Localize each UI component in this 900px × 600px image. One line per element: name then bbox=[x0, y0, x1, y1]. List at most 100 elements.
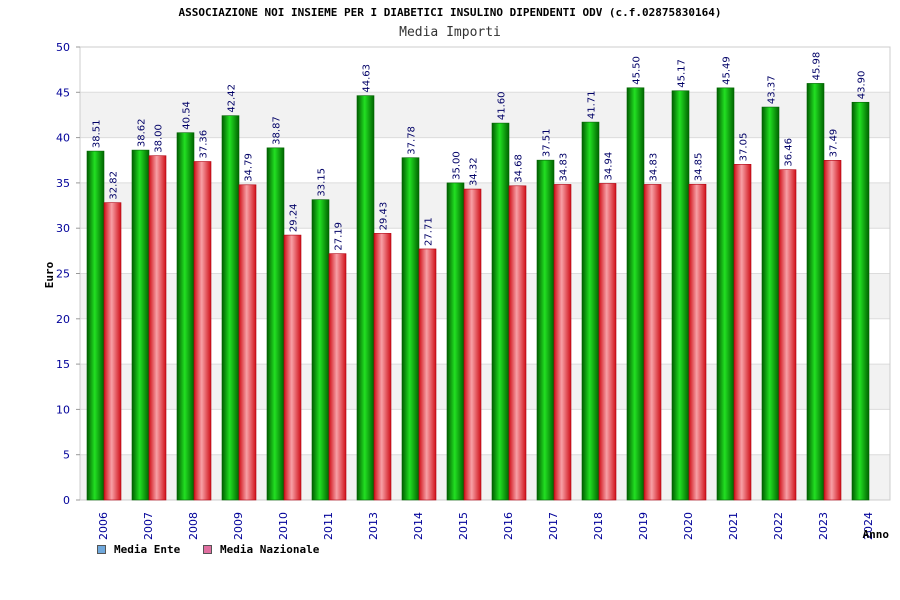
data-label: 34.32 bbox=[469, 157, 480, 186]
y-tick-label: 30 bbox=[56, 222, 70, 235]
bar bbox=[86, 150, 105, 501]
bar bbox=[851, 101, 870, 501]
data-label: 45.49 bbox=[722, 56, 733, 85]
bar bbox=[598, 183, 617, 501]
legend-swatch-icon bbox=[203, 545, 212, 554]
y-tick-label: 45 bbox=[56, 86, 70, 99]
data-label: 38.00 bbox=[154, 124, 165, 153]
data-label: 40.54 bbox=[182, 101, 193, 130]
x-axis: 2006 2007 2008 2009 2010 2011 2013 2014 2015 2016… bbox=[97, 512, 875, 540]
data-label: 37.51 bbox=[542, 129, 553, 158]
bar bbox=[778, 169, 797, 501]
bar bbox=[463, 188, 482, 501]
x-tick-label: 2022 bbox=[772, 512, 785, 540]
data-label: 27.19 bbox=[334, 222, 345, 251]
bar bbox=[328, 253, 347, 501]
bar bbox=[373, 233, 392, 501]
legend-item-media-ente: Media Ente bbox=[97, 543, 180, 556]
y-tick-label: 35 bbox=[56, 177, 70, 190]
data-label: 34.79 bbox=[244, 153, 255, 182]
data-label: 33.15 bbox=[317, 168, 328, 197]
data-label: 27.71 bbox=[424, 217, 435, 246]
bar bbox=[491, 122, 510, 501]
x-tick-label: 2020 bbox=[682, 512, 695, 540]
plot-band bbox=[80, 318, 890, 365]
data-label: 29.43 bbox=[379, 202, 390, 231]
y-tick-label: 20 bbox=[56, 313, 70, 326]
y-axis-title: Euro bbox=[43, 261, 56, 288]
data-label: 38.62 bbox=[137, 118, 148, 147]
data-label: 29.24 bbox=[289, 203, 300, 232]
plot-band bbox=[80, 273, 890, 319]
data-label: 45.17 bbox=[677, 59, 688, 88]
bar bbox=[221, 115, 240, 501]
y-axis: 0 5 10 15 20 25 30 35 40 45 50 bbox=[56, 41, 80, 507]
bar bbox=[238, 184, 257, 501]
chart-subtitle: Media Importi bbox=[399, 25, 501, 40]
data-label: 38.51 bbox=[92, 119, 103, 148]
x-tick-label: 2009 bbox=[232, 512, 245, 540]
bar bbox=[806, 83, 825, 501]
plot-band bbox=[80, 454, 890, 500]
plot-background bbox=[79, 46, 891, 501]
bar bbox=[643, 184, 662, 501]
chart-title: ASSOCIAZIONE NOI INSIEME PER I DIABETICI… bbox=[178, 6, 722, 19]
x-tick-label: 2006 bbox=[97, 512, 110, 540]
x-tick-label: 2021 bbox=[727, 512, 740, 540]
data-label: 34.83 bbox=[649, 153, 660, 182]
data-label: 42.42 bbox=[227, 84, 238, 113]
bar bbox=[823, 160, 842, 501]
bar bbox=[176, 132, 195, 501]
data-label: 45.50 bbox=[632, 56, 643, 85]
data-label: 34.94 bbox=[604, 152, 615, 181]
plot-band bbox=[80, 182, 890, 229]
y-tick-label: 25 bbox=[56, 268, 70, 281]
bar bbox=[356, 95, 375, 501]
x-tick-label: 2016 bbox=[502, 512, 515, 540]
legend-item-media-nazionale: Media Nazionale bbox=[203, 543, 319, 556]
data-label: 41.60 bbox=[497, 91, 508, 120]
data-label: 41.71 bbox=[587, 90, 598, 119]
bars: 38.51 38.62 40.54 42.42 38.87 33.15 44.63 37.78… bbox=[86, 52, 870, 501]
x-tick-label: 2014 bbox=[412, 512, 425, 540]
bar bbox=[688, 183, 707, 501]
bar bbox=[266, 147, 285, 501]
bar bbox=[103, 202, 122, 501]
data-label: 38.87 bbox=[272, 116, 283, 145]
x-tick-label: 2013 bbox=[367, 512, 380, 540]
bar bbox=[508, 185, 527, 501]
bar bbox=[446, 182, 465, 501]
data-label: 34.83 bbox=[559, 153, 570, 182]
plot-band bbox=[80, 137, 890, 183]
data-label: 37.05 bbox=[739, 133, 750, 162]
data-label: 44.63 bbox=[362, 64, 373, 93]
bar bbox=[401, 157, 420, 501]
y-tick-label: 0 bbox=[63, 494, 70, 507]
legend-swatch-icon bbox=[97, 545, 106, 554]
legend-label: Media Ente bbox=[114, 543, 181, 556]
bar bbox=[761, 106, 780, 501]
bar bbox=[311, 199, 330, 501]
data-label: 45.98 bbox=[812, 52, 823, 81]
bar bbox=[148, 155, 167, 501]
data-label: 34.85 bbox=[694, 153, 705, 182]
x-tick-label: 2017 bbox=[547, 512, 560, 540]
plot-band bbox=[80, 364, 890, 410]
x-tick-label: 2023 bbox=[817, 512, 830, 540]
bar bbox=[418, 248, 437, 501]
plot-band bbox=[80, 409, 890, 455]
x-tick-label: 2024 bbox=[862, 512, 875, 540]
bar bbox=[193, 161, 212, 501]
bar bbox=[581, 121, 600, 501]
data-label: 43.90 bbox=[857, 71, 868, 100]
x-tick-label: 2010 bbox=[277, 512, 290, 540]
y-tick-label: 50 bbox=[56, 41, 70, 54]
bar bbox=[716, 87, 735, 501]
x-axis-title: Anno bbox=[863, 528, 890, 541]
y-tick-label: 40 bbox=[56, 132, 70, 145]
data-label: 36.46 bbox=[784, 138, 795, 167]
bar bbox=[733, 164, 752, 501]
plot-band bbox=[80, 47, 890, 93]
plot-band bbox=[80, 92, 890, 138]
